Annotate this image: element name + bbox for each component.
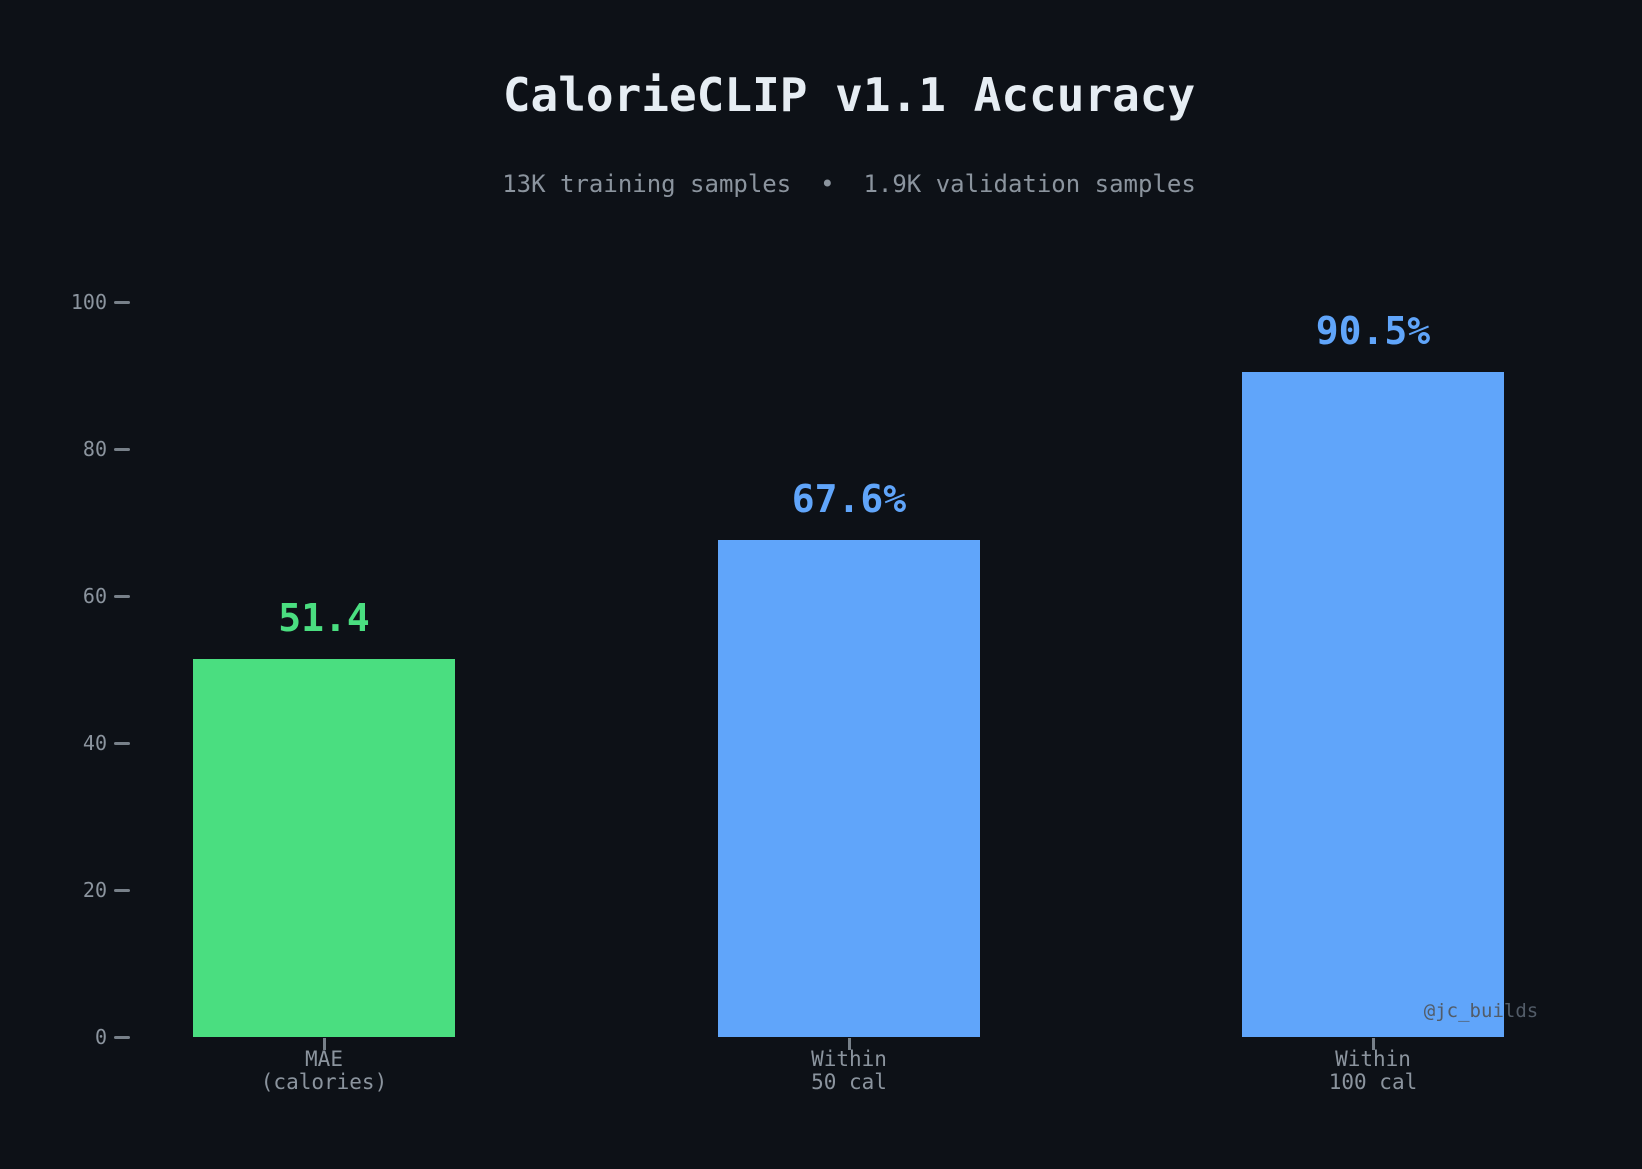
bar-within-50-cal [718,540,980,1037]
y-axis-tick-label: 60 [82,584,107,608]
y-axis-tick-label: 100 [70,290,107,314]
x-axis-tick-mark [1371,1038,1375,1050]
chart-subtitle: 13K training samples • 1.9K validation s… [502,170,1196,198]
bar-value-label-mae-calories: 51.4 [278,596,370,641]
bar-within-100-cal [1242,371,1504,1037]
bar-mae-calories [193,659,455,1037]
bar-value-label-within-100-cal: 90.5% [1315,308,1431,353]
x-axis-tick-mark [847,1038,851,1050]
y-axis-tick-mark [114,447,130,451]
x-axis-category-label-within-100-cal: Within 100 cal [1328,1047,1418,1094]
y-axis-tick-mark [114,741,130,745]
y-axis-tick-mark [114,888,130,892]
y-axis-tick-label: 0 [94,1025,107,1049]
x-axis-tick-mark [322,1038,326,1050]
y-axis-tick-mark [114,594,130,598]
watermark: @jc_builds [1423,1000,1539,1022]
y-axis-tick-mark [114,300,130,304]
y-axis-tick-label: 20 [82,878,107,902]
bar-value-label-within-50-cal: 67.6% [791,477,907,522]
chart-title: CalorieCLIP v1.1 Accuracy [502,68,1196,122]
y-axis-tick-label: 40 [82,731,107,755]
y-axis-tick-mark [114,1035,130,1039]
x-axis-category-label-within-50-cal: Within 50 cal [811,1047,887,1094]
y-axis-tick-label: 80 [82,437,107,461]
x-axis-category-label-mae-calories: MAE (calories) [260,1047,388,1094]
